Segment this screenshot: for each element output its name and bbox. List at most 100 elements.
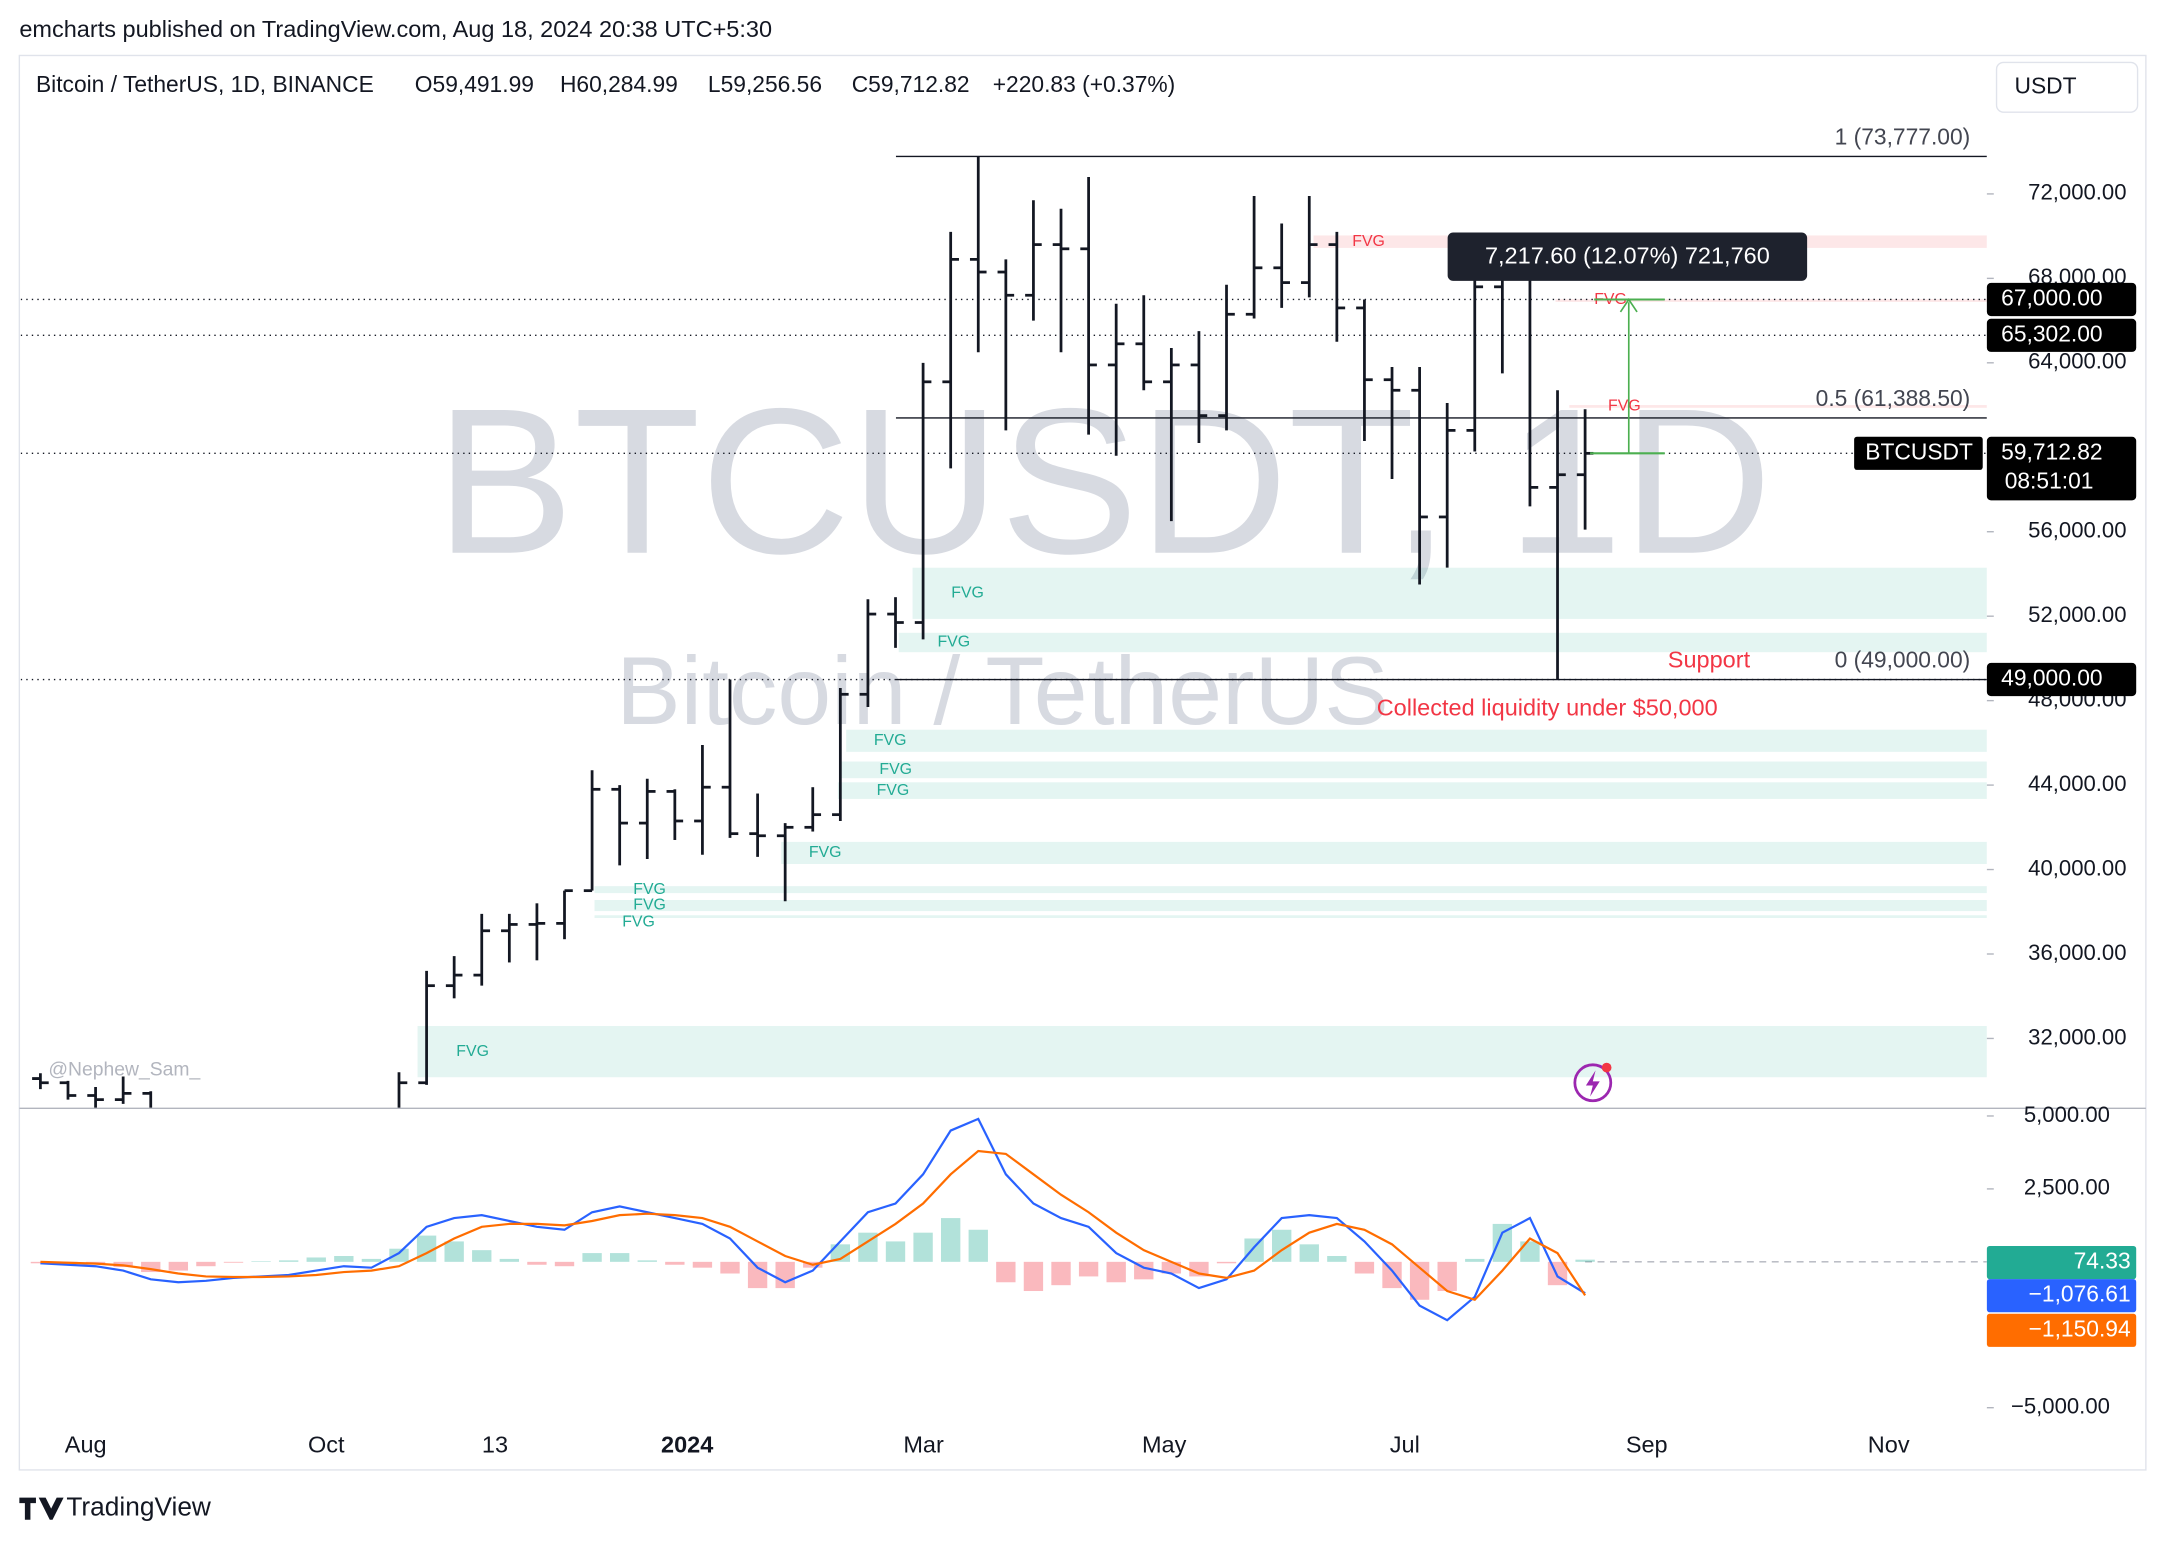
currency-button[interactable] xyxy=(1995,61,2139,113)
high: H60,284.99 xyxy=(560,71,678,97)
histogram-bar xyxy=(665,1261,685,1265)
y-tick-label: 44,000.00 xyxy=(2028,771,2126,796)
x-tick-label: May xyxy=(1142,1432,1187,1458)
histogram-bar xyxy=(472,1250,492,1262)
histogram-bar xyxy=(1575,1259,1595,1262)
price-pane: BTCUSDT, 1D Bitcoin / TetherUS FVGFVGFVG… xyxy=(20,123,1987,1108)
close: C59,712.82 xyxy=(852,71,970,97)
histogram-bar xyxy=(389,1248,409,1262)
change: +220.83 (+0.37%) xyxy=(993,71,1176,97)
histogram-bar xyxy=(306,1257,326,1262)
histogram-bar xyxy=(996,1261,1016,1283)
x-tick-label: Aug xyxy=(65,1432,107,1458)
symbol-label: BTCUSDT xyxy=(1865,438,1973,464)
histogram-bar xyxy=(858,1232,878,1262)
measure-label: 7,217.60 (12.07%) 721,760 xyxy=(1485,243,1770,269)
level-label: 49,000.00 xyxy=(2001,665,2102,691)
fvg-zone xyxy=(840,761,1987,779)
fib-label: 0 (49,000.00) xyxy=(1835,647,1971,673)
fvg-zone xyxy=(594,915,1987,918)
fvg-zone xyxy=(594,886,1987,894)
currency[interactable]: USDT xyxy=(2015,72,2077,98)
fvg-label: FVG xyxy=(951,585,984,602)
histogram-bar xyxy=(637,1260,657,1262)
histogram-bar xyxy=(1161,1261,1182,1274)
y-tick-label: 5,000.00 xyxy=(2024,1102,2110,1127)
histogram-bar xyxy=(913,1232,933,1262)
histogram-bar xyxy=(223,1261,244,1263)
histogram-bar xyxy=(747,1261,768,1289)
histogram-bar xyxy=(278,1260,299,1262)
support: Support xyxy=(1668,646,1751,672)
histogram-bar xyxy=(1023,1261,1044,1292)
y-tick-label: 64,000.00 xyxy=(2028,349,2126,374)
logo-mark xyxy=(19,1497,64,1520)
fvg-label: FVG xyxy=(937,634,970,651)
countdown: 08:51:01 xyxy=(2005,467,2094,493)
histogram-bar xyxy=(1244,1238,1264,1262)
symbol: Bitcoin / TetherUS, 1D, BINANCE xyxy=(36,71,374,97)
alert-bolt xyxy=(1585,1070,1600,1097)
value-badge-label: −1,076.61 xyxy=(2029,1281,2131,1307)
y-tick-label: 52,000.00 xyxy=(2028,602,2126,627)
measure-box xyxy=(1447,232,1808,281)
histogram-bar xyxy=(168,1261,189,1271)
histogram-bar xyxy=(1492,1223,1513,1262)
fvg-zone xyxy=(837,782,1987,799)
y-tick-label: 56,000.00 xyxy=(2028,518,2126,543)
fvg-zone xyxy=(1569,405,1987,408)
histogram-bar xyxy=(1382,1261,1402,1289)
fib-label: 0.5 (61,388.50) xyxy=(1816,385,1971,411)
histogram-bar xyxy=(1520,1241,1540,1262)
author: @Nephew_Sam_ xyxy=(48,1058,200,1080)
watermark-sub: Bitcoin / TetherUS xyxy=(616,636,1389,745)
histogram-bar xyxy=(940,1218,961,1262)
histogram-bar xyxy=(499,1258,520,1262)
histogram-bar xyxy=(334,1256,354,1262)
fvg-label: FVG xyxy=(633,897,666,914)
histogram-bar xyxy=(1354,1261,1375,1274)
fvg-zone xyxy=(846,729,1987,752)
last-price-label: 59,712.82 xyxy=(2001,438,2102,464)
level-badge xyxy=(1986,662,2137,697)
histogram-bar xyxy=(554,1261,575,1267)
fvg-label: FVG xyxy=(879,761,912,778)
value-badge-label: 74.33 xyxy=(2074,1248,2131,1274)
open: O59,491.99 xyxy=(415,71,534,97)
histogram-bar xyxy=(1189,1261,1209,1277)
histogram-bar xyxy=(1299,1244,1319,1262)
frame xyxy=(18,54,2147,1471)
logo: TradingView xyxy=(19,1492,212,1522)
y-tick-label: 72,000.00 xyxy=(2028,180,2126,205)
fvg-label: FVG xyxy=(809,844,842,861)
fvg-label: FVG xyxy=(1352,233,1385,250)
symbol-badge xyxy=(1854,436,1983,470)
macd-line xyxy=(40,1117,1586,1322)
x-tick-label: 13 xyxy=(482,1432,508,1458)
fvg-zone xyxy=(781,841,1987,865)
y-tick-label: 40,000.00 xyxy=(2028,855,2126,880)
histogram-bar xyxy=(720,1261,740,1274)
y-tick-label: 2,500.00 xyxy=(2024,1175,2110,1200)
fvg-label: FVG xyxy=(874,732,907,749)
liquidity-note: Collected liquidity under $50,000 xyxy=(1377,695,1718,721)
histogram-bar xyxy=(885,1241,906,1262)
level-label: 67,000.00 xyxy=(2001,285,2102,311)
histogram-bar xyxy=(1327,1256,1347,1262)
alert-icon xyxy=(1573,1063,1613,1103)
alert-dot xyxy=(1601,1062,1612,1073)
fvg-label: FVG xyxy=(456,1043,489,1060)
last-price-badge xyxy=(1986,436,2137,501)
fvg-label: FVG xyxy=(877,782,910,799)
histogram-bar xyxy=(361,1258,382,1262)
value-badge xyxy=(1986,1245,2137,1280)
histogram-bar xyxy=(1106,1261,1126,1283)
watermark: BTCUSDT, 1D xyxy=(436,365,1773,597)
histogram-bar xyxy=(1051,1261,1071,1286)
published: emcharts published on TradingView.com, A… xyxy=(19,16,772,42)
x-tick-label: Nov xyxy=(1868,1432,1910,1458)
fvg-label: FVG xyxy=(633,881,666,898)
fvg-zone xyxy=(1555,299,1987,302)
histogram-bar xyxy=(251,1261,271,1262)
